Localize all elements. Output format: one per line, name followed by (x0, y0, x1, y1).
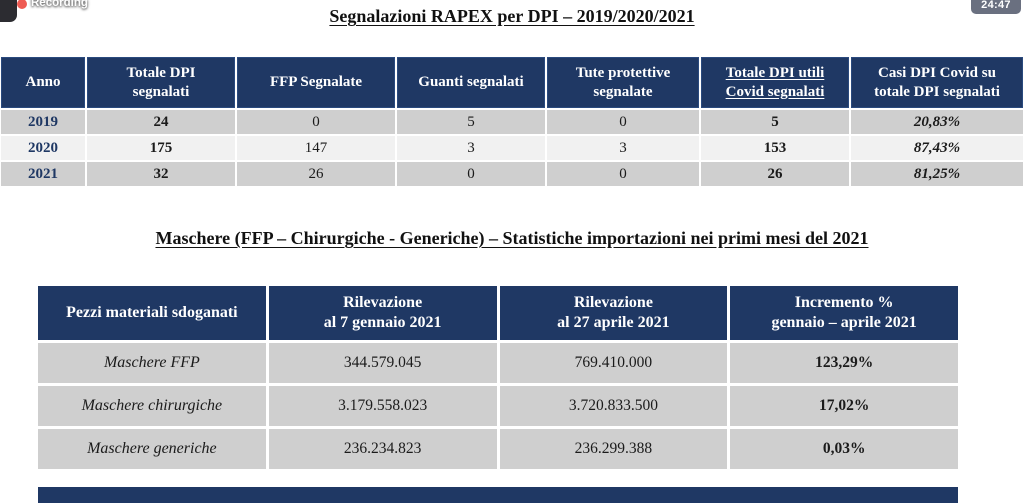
rapex-header-casi-covid: Casi DPI Covid su totale DPI segnalati (851, 57, 1023, 108)
import-header-pezzi: Pezzi materiali sdoganati (38, 286, 266, 340)
rapex-row-2019-totale: 24 (87, 110, 235, 134)
rapex-row-2020-totale: 175 (87, 136, 235, 160)
recording-dot-icon (17, 0, 27, 9)
rapex-header-dpi-utili-covid: Totale DPI utili Covid segnalati (701, 57, 849, 108)
rapex-row-2020-utili: 153 (701, 136, 849, 160)
rapex-row-2021-utili: 26 (701, 162, 849, 186)
rapex-row-2021-tute: 0 (547, 162, 699, 186)
rapex-row-2021-anno: 2021 (1, 162, 85, 186)
meeting-controls-fragment (0, 0, 17, 22)
rapex-header-totale-dpi: Totale DPI segnalati (87, 57, 235, 108)
import-header-incremento: Incremento % gennaio – aprile 2021 (730, 286, 958, 340)
rapex-row-2019-anno: 2019 (1, 110, 85, 134)
rapex-header-tute: Tute protettive segnalate (547, 57, 699, 108)
rapex-row-2020-guanti: 3 (397, 136, 545, 160)
rapex-slide-title: Segnalazioni RAPEX per DPI – 2019/2020/2… (329, 6, 695, 26)
import-row-chirurgiche-gennaio: 3.179.558.023 (268, 386, 497, 426)
rapex-header-guanti: Guanti segnalati (397, 57, 545, 108)
recording-indicator: Recording (17, 0, 88, 9)
meeting-timer-value: 24:47 (981, 0, 1011, 11)
rapex-row-2021-totale: 32 (87, 162, 235, 186)
rapex-row-2020-tute: 3 (547, 136, 699, 160)
rapex-row-2019-guanti: 5 (397, 110, 545, 134)
import-row-generiche-gennaio: 236.234.823 (268, 429, 497, 469)
rapex-row-2020-ffp: 147 (237, 136, 395, 160)
import-row-ffp-gennaio: 344.579.045 (268, 343, 497, 383)
meeting-timer: 24:47 (971, 0, 1021, 14)
import-row-generiche-aprile: 236.299.388 (499, 429, 728, 469)
import-row-chirurgiche-label: Maschere chirurgiche (38, 386, 266, 426)
import-row-ffp-aprile: 769.410.000 (499, 343, 728, 383)
rapex-header-ffp: FFP Segnalate (237, 57, 395, 108)
recording-label: Recording (31, 0, 88, 9)
rapex-row-2019-tute: 0 (547, 110, 699, 134)
import-row-chirurgiche-incremento: 17,02% (730, 386, 958, 426)
maschere-slide-title: Maschere (FFP – Chirurgiche - Generiche)… (155, 228, 869, 248)
rapex-table: Anno Totale DPI segnalati FFP Segnalate … (1, 57, 1023, 186)
rapex-row-2020-anno: 2020 (1, 136, 85, 160)
import-row-generiche-incremento: 0,03% (730, 429, 958, 469)
rapex-row-2019-ffp: 0 (237, 110, 395, 134)
import-header-rilevazione-gennaio: Rilevazione al 7 gennaio 2021 (268, 286, 497, 340)
import-row-generiche-label: Maschere generiche (38, 429, 266, 469)
import-header-rilevazione-aprile: Rilevazione al 27 aprile 2021 (499, 286, 728, 340)
import-row-chirurgiche-aprile: 3.720.833.500 (499, 386, 728, 426)
rapex-row-2021-ffp: 26 (237, 162, 395, 186)
rapex-row-2019-percent: 20,83% (851, 110, 1023, 134)
import-row-ffp-label: Maschere FFP (38, 343, 266, 383)
rapex-row-2020-percent: 87,43% (851, 136, 1023, 160)
rapex-header-anno: Anno (1, 57, 85, 108)
next-table-top-edge (38, 487, 958, 503)
rapex-row-2021-percent: 81,25% (851, 162, 1023, 186)
import-row-ffp-incremento: 123,29% (730, 343, 958, 383)
rapex-row-2021-guanti: 0 (397, 162, 545, 186)
import-stats-table: Pezzi materiali sdoganati Rilevazione al… (38, 286, 958, 469)
rapex-row-2019-utili: 5 (701, 110, 849, 134)
